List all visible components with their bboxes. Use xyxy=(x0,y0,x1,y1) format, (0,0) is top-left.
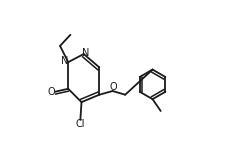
Text: Cl: Cl xyxy=(76,119,85,129)
Text: O: O xyxy=(47,87,55,97)
Text: N: N xyxy=(82,48,90,58)
Text: N: N xyxy=(61,56,69,66)
Text: O: O xyxy=(109,82,117,92)
